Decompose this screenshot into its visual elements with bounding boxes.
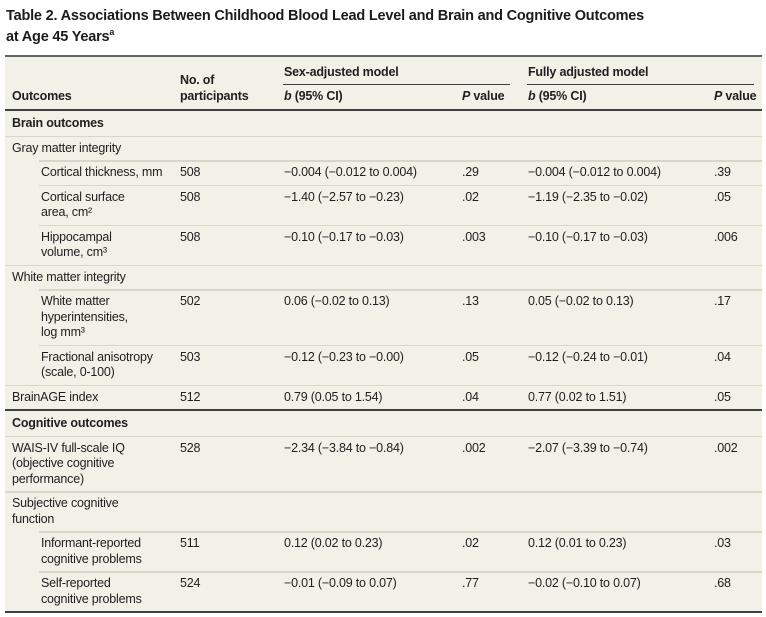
fully-adjusted-p-value: .39 (714, 165, 731, 179)
table-row-hippocampal-volume: Hippocampal volume, cm³ 508 −0.10 (−0.17… (5, 224, 762, 265)
sex-adjusted-p-value: .002 (462, 440, 486, 455)
sex-adjusted-p-value: .04 (462, 389, 479, 404)
fully-adjusted-p-value: .006 (714, 229, 738, 244)
fully-adjusted-b-ci: 0.77 (0.02 to 1.51) (528, 389, 627, 404)
group-header-sex-adjusted-model: Sex-adjusted model (283, 65, 510, 85)
fully-adjusted-p-value: .05 (714, 389, 731, 404)
fully-adjusted-b-ci: 0.12 (0.01 to 0.23) (528, 536, 627, 550)
outcome-label: Cortical surface area, cm² (41, 189, 125, 220)
column-group-sex-adjusted: Sex-adjusted model b (95% CI) P value (283, 57, 527, 109)
participants-count: 508 (180, 165, 201, 179)
fully-adjusted-b-ci: 0.05 (−0.02 to 0.13) (528, 294, 634, 308)
sex-adjusted-p-value: .77 (462, 576, 479, 590)
section-label: Brain outcomes (12, 116, 104, 130)
column-header-outcomes: Outcomes (12, 88, 72, 103)
group-header-fully-adjusted-model: Fully adjusted model (527, 65, 754, 85)
table-row-cortical-surface-area: Cortical surface area, cm² 508 −1.40 (−2… (5, 184, 762, 225)
subsection-row-white-matter-integrity: White matter integrity (5, 264, 762, 290)
table-row-brainage-index: BrainAGE index 512 0.79 (0.05 to 1.54) .… (5, 384, 762, 410)
table-row-fractional-anisotropy: Fractional anisotropy (scale, 0-100) 503… (5, 344, 762, 385)
column-header-sex-b-ci: b (95% CI) (284, 88, 343, 103)
outcome-label: White matter hyperintensities, log mm³ (41, 294, 128, 339)
column-header-participants: No. of participants (180, 73, 249, 103)
title-footnote-superscript: a (109, 27, 115, 38)
table-title: Table 2. Associations Between Childhood … (5, 6, 762, 48)
outcome-label: BrainAGE index (12, 389, 99, 404)
participants-count: 503 (180, 349, 201, 364)
sex-adjusted-b-ci: −0.01 (−0.09 to 0.07) (284, 576, 397, 590)
outcome-label: Informant-reported cognitive problems (41, 536, 142, 566)
participants-count: 528 (180, 440, 201, 455)
fully-adjusted-p-value: .05 (714, 189, 731, 204)
participants-count: 508 (180, 189, 201, 204)
subsection-label: Subjective cognitive function (12, 496, 119, 526)
outcome-label: Hippocampal volume, cm³ (41, 229, 112, 260)
sex-adjusted-b-ci: −0.10 (−0.17 to −0.03) (284, 229, 404, 244)
sex-adjusted-p-value: .29 (462, 165, 479, 179)
fully-adjusted-b-ci: −2.07 (−3.39 to −0.74) (528, 440, 648, 455)
sex-adjusted-p-value: .02 (462, 536, 479, 550)
column-group-fully-adjusted: Fully adjusted model b (95% CI) P value (527, 57, 762, 109)
fully-adjusted-b-ci: −0.02 (−0.10 to 0.07) (528, 576, 641, 590)
outcome-label: WAIS-IV full-scale IQ (objective cogniti… (12, 440, 125, 486)
table-title-line1: Table 2. Associations Between Childhood … (6, 8, 645, 24)
subsection-label: Gray matter integrity (12, 140, 122, 155)
participants-count: 524 (180, 576, 201, 590)
table-title-line2: at Age 45 Yearsa (6, 27, 115, 45)
column-header-sex-p-value: P value (462, 88, 505, 103)
fully-adjusted-b-ci: −0.12 (−0.24 to −0.01) (528, 349, 648, 364)
sex-adjusted-b-ci: 0.06 (−0.02 to 0.13) (284, 294, 390, 308)
participants-count: 502 (180, 294, 201, 308)
participants-count: 512 (180, 389, 201, 404)
table-body: Brain outcomes Gray matter integrity Cor… (5, 111, 762, 611)
sex-adjusted-b-ci: 0.12 (0.02 to 0.23) (284, 536, 383, 550)
outcome-label: Self-reported cognitive problems (41, 576, 142, 606)
results-table: Outcomes No. of participants Sex-adjuste… (5, 55, 762, 613)
subsection-row-subjective-cognitive-function: Subjective cognitive function (5, 491, 762, 531)
sex-adjusted-p-value: .02 (462, 189, 479, 204)
subsection-row-gray-matter-integrity: Gray matter integrity (5, 135, 762, 161)
sex-adjusted-b-ci: −2.34 (−3.84 to −0.84) (284, 440, 404, 455)
fully-adjusted-p-value: .68 (714, 576, 731, 590)
table-row-self-reported-cognitive-problems: Self-reported cognitive problems 524 −0.… (5, 571, 762, 611)
sex-adjusted-p-value: .003 (462, 229, 486, 244)
table-header: Outcomes No. of participants Sex-adjuste… (5, 57, 762, 111)
fully-adjusted-p-value: .03 (714, 536, 731, 550)
outcome-label: Cortical thickness, mm (41, 165, 163, 179)
table-row-white-matter-hyperintensities: White matter hyperintensities, log mm³ 5… (5, 289, 762, 345)
fully-adjusted-p-value: .17 (714, 294, 731, 308)
participants-count: 511 (180, 536, 200, 550)
table-row-cortical-thickness: Cortical thickness, mm 508 −0.004 (−0.01… (5, 160, 762, 185)
sex-adjusted-p-value: .05 (462, 349, 479, 364)
table-row-wais-iv-full-scale-iq: WAIS-IV full-scale IQ (objective cogniti… (5, 435, 762, 492)
sex-adjusted-p-value: .13 (462, 294, 479, 308)
subsection-label: White matter integrity (12, 269, 126, 284)
sex-adjusted-b-ci: 0.79 (0.05 to 1.54) (284, 389, 383, 404)
sex-adjusted-b-ci: −1.40 (−2.57 to −0.23) (284, 189, 404, 204)
outcome-label: Fractional anisotropy (scale, 0-100) (41, 349, 153, 380)
sex-adjusted-b-ci: −0.12 (−0.23 to −0.00) (284, 349, 404, 364)
section-label: Cognitive outcomes (12, 416, 128, 430)
fully-adjusted-b-ci: −0.10 (−0.17 to −0.03) (528, 229, 648, 244)
fully-adjusted-p-value: .002 (714, 440, 738, 455)
participants-count: 508 (180, 229, 201, 244)
fully-adjusted-p-value: .04 (714, 349, 731, 364)
section-row-brain-outcomes: Brain outcomes (5, 111, 762, 136)
table-row-informant-reported-cognitive-problems: Informant-reported cognitive problems 51… (5, 531, 762, 571)
column-header-full-p-value: P value (714, 88, 757, 103)
sex-adjusted-b-ci: −0.004 (−0.012 to 0.004) (284, 165, 417, 179)
section-row-cognitive-outcomes: Cognitive outcomes (5, 409, 762, 436)
column-header-full-b-ci: b (95% CI) (528, 88, 587, 103)
fully-adjusted-b-ci: −0.004 (−0.012 to 0.004) (528, 165, 661, 179)
fully-adjusted-b-ci: −1.19 (−2.35 to −0.02) (528, 189, 648, 204)
